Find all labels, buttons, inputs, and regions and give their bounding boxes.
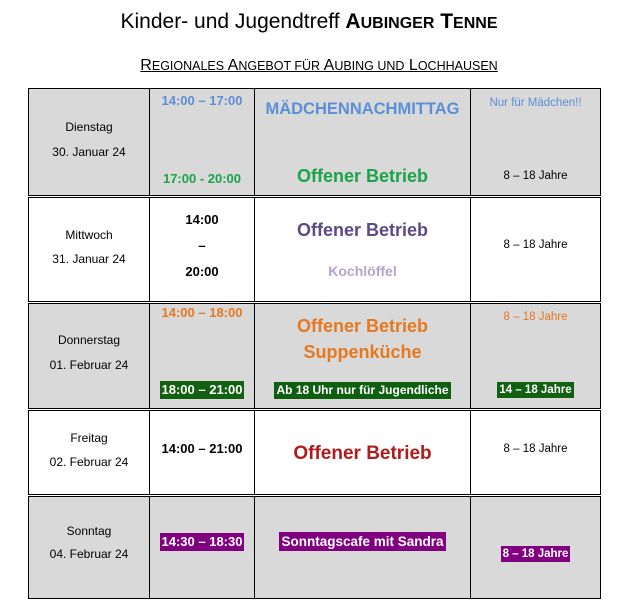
date-label: 31. Januar 24 — [52, 252, 126, 266]
time-separator: – — [198, 238, 206, 253]
program-sublabel: Kochlöffel — [328, 263, 397, 279]
subtitle-rest-3: UBING UND — [334, 59, 405, 73]
age-cell: Nur für Mädchen!! 8 – 18 Jahre — [470, 88, 601, 198]
program-cell: Offener Betrieb Kochlöffel — [254, 196, 471, 304]
subtitle-initial-1: R — [140, 57, 152, 74]
program-label: MÄDCHENNACHMITTAG — [265, 100, 460, 118]
day-cell: Donnerstag 01. Februar 24 — [28, 302, 150, 411]
age-label: 8 – 18 Jahre — [503, 239, 568, 251]
age-cell: 8 – 18 Jahre 14 – 18 Jahre — [470, 302, 601, 411]
program-note: Ab 18 Uhr nur für Jugendliche — [274, 382, 451, 399]
brand-rest-a: UBINGER — [360, 15, 435, 32]
time-label: 18:00 – 21:00 — [159, 381, 245, 399]
program-cell: Offener Betrieb Suppenküche Ab 18 Uhr nu… — [254, 302, 471, 411]
time-label: 14:00 – 21:00 — [161, 441, 243, 456]
day-cell: Sonntag 04. Februar 24 — [28, 495, 150, 599]
program-label: Offener Betrieb — [296, 220, 429, 240]
day-cell: Mittwoch 31. Januar 24 — [28, 196, 150, 304]
age-note: Nur für Mädchen!! — [489, 97, 582, 109]
time-end: 20:00 — [185, 264, 219, 279]
time-cell: 14:00 – 18:00 18:00 – 21:00 — [149, 302, 255, 411]
age-cell: 8 – 18 Jahre — [470, 495, 601, 599]
age-cell: 8 – 18 Jahre — [470, 196, 601, 304]
age-label: 14 – 18 Jahre — [497, 382, 574, 398]
brand-rest-t: ENNE — [453, 15, 498, 32]
subtitle-rest-1: EGIONALES — [151, 59, 225, 73]
program-cell: Offener Betrieb — [254, 409, 471, 497]
day-label: Sonntag — [66, 524, 112, 538]
date-label: 30. Januar 24 — [52, 145, 126, 159]
day-label: Mittwoch — [65, 228, 113, 242]
date-label: 02. Februar 24 — [49, 455, 129, 469]
table-row: Freitag 02. Februar 24 14:00 – 21:00 Off… — [28, 409, 601, 497]
brand-initial-a: A — [345, 10, 361, 33]
time-start: 14:00 — [185, 212, 219, 227]
day-label: Freitag — [70, 431, 108, 445]
age-label: 8 – 18 Jahre — [503, 311, 568, 323]
age-cell: 8 – 18 Jahre — [470, 409, 601, 497]
table-row: Sonntag 04. Februar 24 14:30 – 18:30 Son… — [28, 495, 601, 599]
time-label: 14:00 – 18:00 — [161, 305, 243, 320]
program-cell: MÄDCHENNACHMITTAG Offener Betrieb — [254, 88, 471, 198]
time-cell: 14:00 – 21:00 — [149, 409, 255, 497]
page-subtitle: REGIONALES ANGEBOT FÜR AUBING UND LOCHHA… — [0, 56, 618, 76]
schedule-table: Dienstag 30. Januar 24 14:00 – 17:00 17:… — [28, 88, 601, 599]
time-label: 17:00 - 20:00 — [162, 171, 242, 186]
title-prefix: Kinder- und Jugendtreff — [120, 10, 346, 33]
program-label: Offener Betrieb — [296, 316, 429, 336]
subtitle-rest-4: OCHHAUSEN — [417, 59, 498, 73]
program-sublabel: Suppenküche — [303, 342, 422, 362]
subtitle-rest-2: NGEBOT FÜR — [238, 59, 321, 73]
brand-initial-t: T — [440, 10, 454, 33]
day-label: Donnerstag — [57, 333, 121, 347]
program-cell: Sonntagscafe mit Sandra — [254, 495, 471, 599]
day-cell: Freitag 02. Februar 24 — [28, 409, 150, 497]
program-label: Offener Betrieb — [293, 443, 432, 464]
subtitle-initial-2: A — [227, 57, 239, 74]
day-label: Dienstag — [65, 120, 113, 134]
table-row: Mittwoch 31. Januar 24 14:00 – 20:00 Off… — [28, 196, 601, 304]
age-label: 8 – 18 Jahre — [500, 546, 571, 562]
table-row: Dienstag 30. Januar 24 14:00 – 17:00 17:… — [28, 88, 601, 198]
date-label: 04. Februar 24 — [49, 547, 129, 561]
day-cell: Dienstag 30. Januar 24 — [28, 88, 150, 198]
subtitle-initial-3: A — [323, 57, 335, 74]
subtitle-initial-4: L — [408, 57, 418, 74]
age-label: 8 – 18 Jahre — [503, 170, 568, 182]
page-title: Kinder- und Jugendtreff AUBINGER TENNE — [0, 8, 618, 38]
title-brand: AUBINGER TENNE — [345, 10, 497, 33]
program-label: Sonntagscafe mit Sandra — [279, 532, 446, 551]
age-label: 8 – 18 Jahre — [503, 443, 568, 455]
time-cell: 14:30 – 18:30 — [149, 495, 255, 599]
program-label: Offener Betrieb — [296, 166, 429, 186]
time-label: 14:30 – 18:30 — [159, 533, 245, 551]
date-label: 01. Februar 24 — [49, 358, 129, 372]
time-cell: 14:00 – 20:00 — [149, 196, 255, 304]
time-label: 14:00 – 17:00 — [161, 93, 243, 108]
table-row: Donnerstag 01. Februar 24 14:00 – 18:00 … — [28, 302, 601, 411]
time-cell: 14:00 – 17:00 17:00 - 20:00 — [149, 88, 255, 198]
